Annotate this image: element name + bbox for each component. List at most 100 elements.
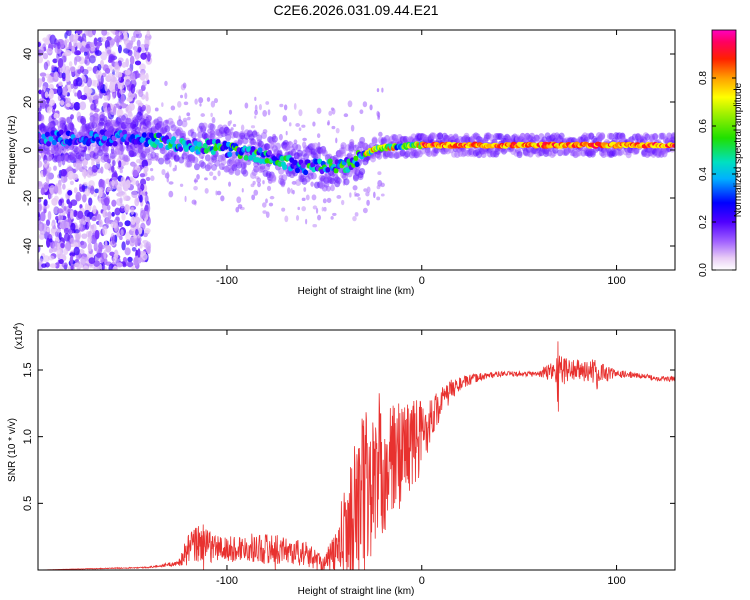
noise-dot <box>134 51 140 60</box>
halo-dot <box>231 154 238 162</box>
halo-dot <box>426 150 433 158</box>
noise-dot <box>87 30 94 38</box>
halo-dot <box>516 151 523 159</box>
noise-dot <box>119 235 123 241</box>
noise-dot <box>39 99 47 110</box>
noise-dot <box>100 51 108 61</box>
noise-dot <box>199 103 202 107</box>
noise-dot <box>91 159 95 167</box>
ridge-cell <box>190 145 196 152</box>
halo-dot <box>80 149 87 157</box>
halo-dot <box>343 178 350 186</box>
noise-dot <box>93 265 101 270</box>
noise-dot <box>204 177 208 181</box>
bottom-y-tick-label: 1.0 <box>22 429 34 444</box>
noise-dot <box>83 51 88 57</box>
noise-dot <box>87 88 92 97</box>
noise-dot <box>145 241 152 251</box>
ridge-cell <box>46 141 52 147</box>
noise-dot <box>38 233 45 240</box>
noise-dot <box>38 55 44 64</box>
noise-dot <box>85 216 90 221</box>
noise-dot <box>38 244 41 253</box>
noise-dot <box>70 83 74 90</box>
noise-dot <box>38 48 42 57</box>
bottom-y-tick-label: 0.5 <box>22 496 34 511</box>
noise-dot <box>97 63 102 71</box>
noise-dot <box>373 191 376 199</box>
halo-dot <box>533 134 540 142</box>
noise-dot <box>68 61 73 67</box>
noise-dot <box>88 197 93 206</box>
noise-dot <box>215 190 218 196</box>
noise-dot <box>58 199 63 206</box>
noise-dot <box>67 170 75 180</box>
noise-dot <box>94 98 99 105</box>
noise-dot <box>376 184 381 190</box>
noise-dot <box>38 79 43 85</box>
noise-dot <box>39 72 47 77</box>
snr-series-line <box>38 341 675 570</box>
halo-dot <box>335 177 342 185</box>
noise-dot <box>366 199 370 206</box>
noise-dot <box>101 30 108 36</box>
noise-dot <box>114 83 119 92</box>
noise-dot <box>41 76 46 83</box>
noise-dot <box>69 66 76 72</box>
noise-dot <box>105 216 111 226</box>
noise-dot <box>330 184 335 192</box>
noise-dot <box>80 46 84 53</box>
noise-dot <box>45 219 51 227</box>
noise-dot <box>61 262 68 268</box>
halo-dot <box>259 162 266 170</box>
noise-dot <box>288 122 292 127</box>
noise-dot <box>131 265 135 270</box>
noise-dot <box>81 233 88 239</box>
noise-dot <box>64 49 72 57</box>
noise-dot <box>378 131 383 137</box>
noise-dot <box>102 225 108 236</box>
noise-dot <box>84 203 89 212</box>
noise-dot <box>168 181 174 185</box>
noise-dot <box>75 76 83 87</box>
noise-dot <box>244 102 249 109</box>
noise-dot <box>81 68 89 75</box>
noise-dot <box>112 92 116 99</box>
noise-dot <box>365 191 370 197</box>
noise-dot <box>93 241 98 252</box>
halo-dot <box>644 133 651 141</box>
noise-dot <box>103 249 107 260</box>
noise-dot <box>73 56 78 66</box>
noise-dot <box>376 88 380 93</box>
noise-dot <box>59 220 67 230</box>
noise-dot <box>120 176 126 186</box>
noise-dot <box>84 59 88 65</box>
noise-dot <box>89 97 93 103</box>
noise-dot <box>77 43 83 49</box>
noise-dot <box>150 175 155 182</box>
ridge-cell <box>292 159 298 166</box>
snr-frame <box>37 329 676 571</box>
noise-dot <box>281 207 286 212</box>
noise-dot <box>47 74 53 84</box>
top-x-tick-label: 0 <box>419 275 425 287</box>
noise-dot <box>132 169 139 178</box>
noise-dot <box>38 160 43 168</box>
noise-dot <box>104 212 109 217</box>
noise-dot <box>293 139 298 145</box>
noise-dot <box>377 111 381 118</box>
y-scale-factor: (x104) <box>13 323 25 350</box>
halo-dot <box>134 115 141 123</box>
noise-dot <box>154 107 159 112</box>
noise-dot <box>164 80 168 87</box>
halo-dot <box>200 161 207 169</box>
noise-dot <box>142 80 147 87</box>
noise-dot <box>258 103 262 111</box>
noise-dot <box>72 88 76 94</box>
noise-dot <box>38 41 41 47</box>
noise-dot <box>135 158 141 164</box>
halo-dot <box>271 135 278 143</box>
noise-dot <box>56 228 61 233</box>
ridge-cell <box>282 164 288 170</box>
noise-dot <box>44 38 50 45</box>
